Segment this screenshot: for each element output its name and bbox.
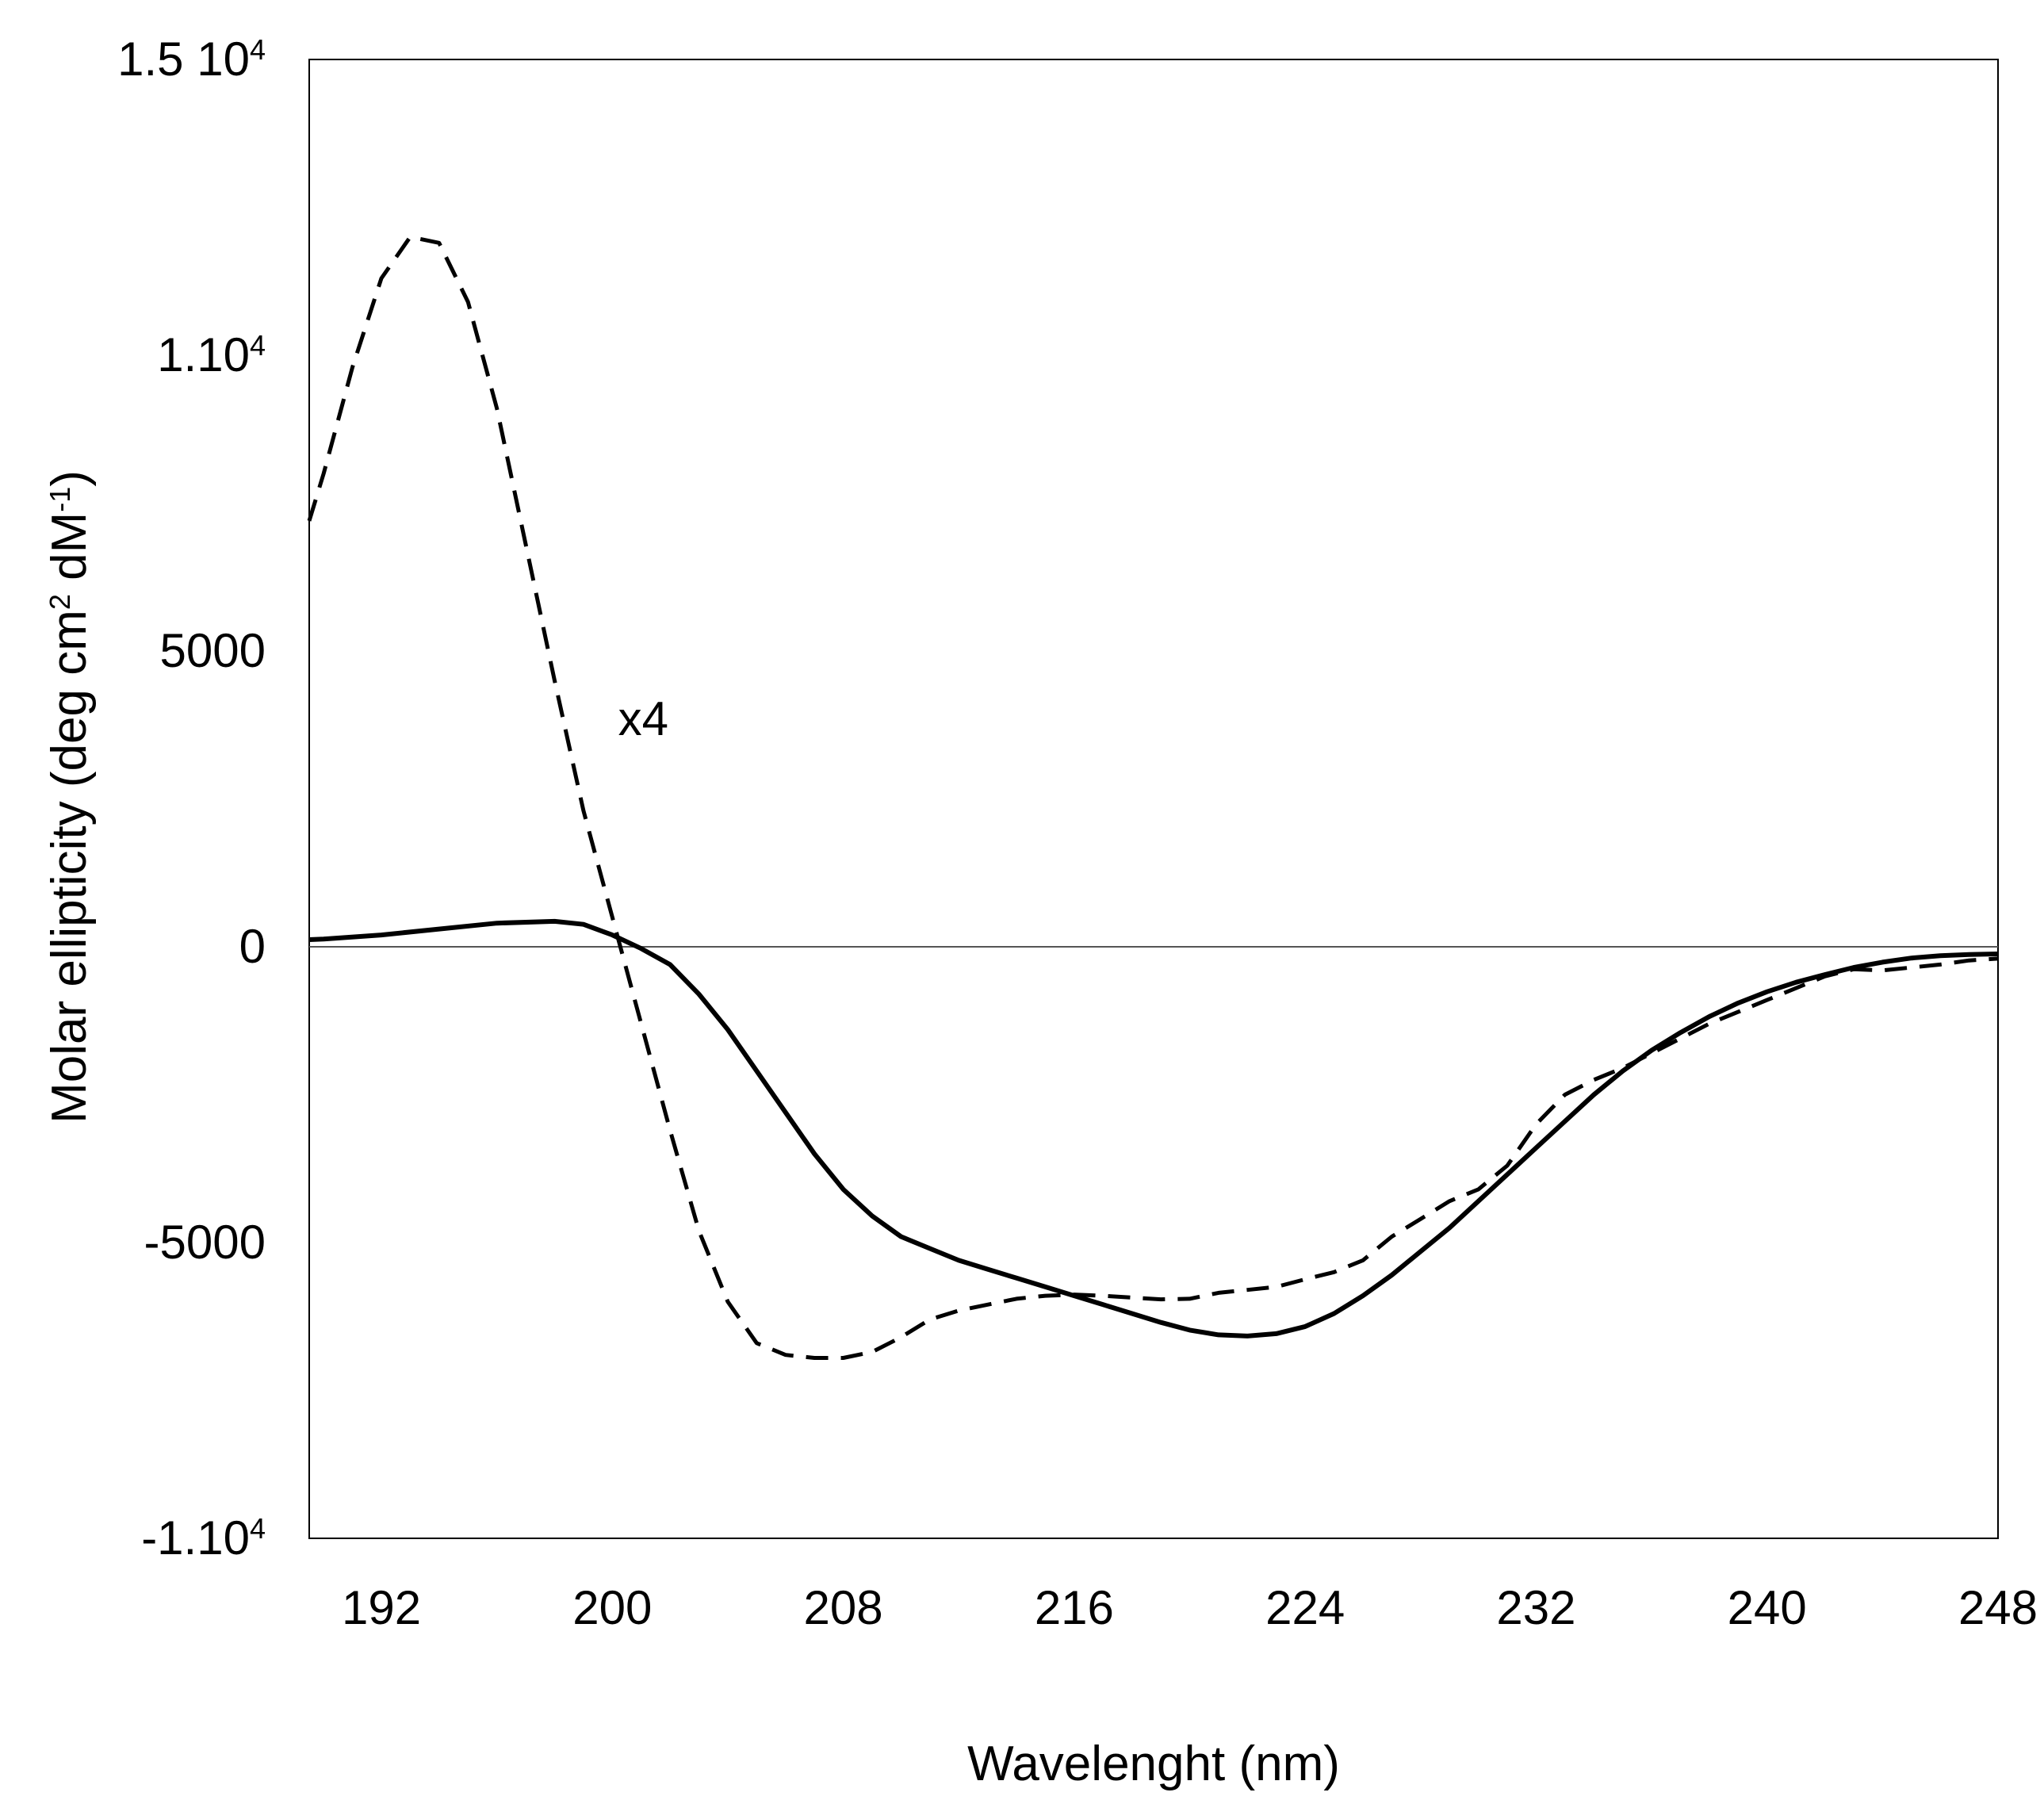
x-tick-label: 208 (804, 1581, 883, 1634)
y-axis-title-prefix: Molar ellipticity (deg cm (42, 610, 97, 1124)
y-axis-title-sup2: -1 (44, 487, 76, 512)
y-tick-label: 1.5 104 (117, 33, 266, 86)
x-tick-label: 216 (1035, 1581, 1114, 1634)
plot-frame (308, 59, 1999, 1539)
series-lines (307, 235, 1999, 1360)
series-line-dashed (307, 235, 1999, 1360)
y-axis-title-middle: dM (42, 512, 97, 594)
y-tick-label: -1.104 (141, 1511, 266, 1564)
x-axis-title: Wavelenght (nm) (967, 1737, 1340, 1791)
y-tick-label: -5000 (144, 1216, 266, 1269)
y-axis-title: Molar ellipticity (deg cm2 dM-1) (42, 470, 97, 1124)
y-axis-title-suffix: ) (42, 470, 97, 487)
x-tick-label: 232 (1496, 1581, 1575, 1634)
y-axis-title-sup1: 2 (44, 594, 76, 610)
x-tick-label: 192 (342, 1581, 421, 1634)
x-tick-label: 224 (1265, 1581, 1345, 1634)
y-tick-label: 5000 (160, 624, 266, 677)
y-tick-labels: 1.5 104 1.104 5000 0 -5000 -1.104 (117, 33, 266, 1564)
x-tick-label: 248 (1958, 1581, 2038, 1634)
series-line-solid (308, 918, 1999, 1339)
x-tick-labels: 192 200 208 216 224 232 240 248 (342, 1581, 2038, 1634)
x-tick-label: 240 (1728, 1581, 1807, 1634)
y-tick-label: 0 (239, 920, 266, 973)
x-tick-label: 200 (572, 1581, 652, 1634)
y-tick-label: 1.104 (157, 328, 266, 381)
annotation-x4: x4 (618, 692, 668, 745)
